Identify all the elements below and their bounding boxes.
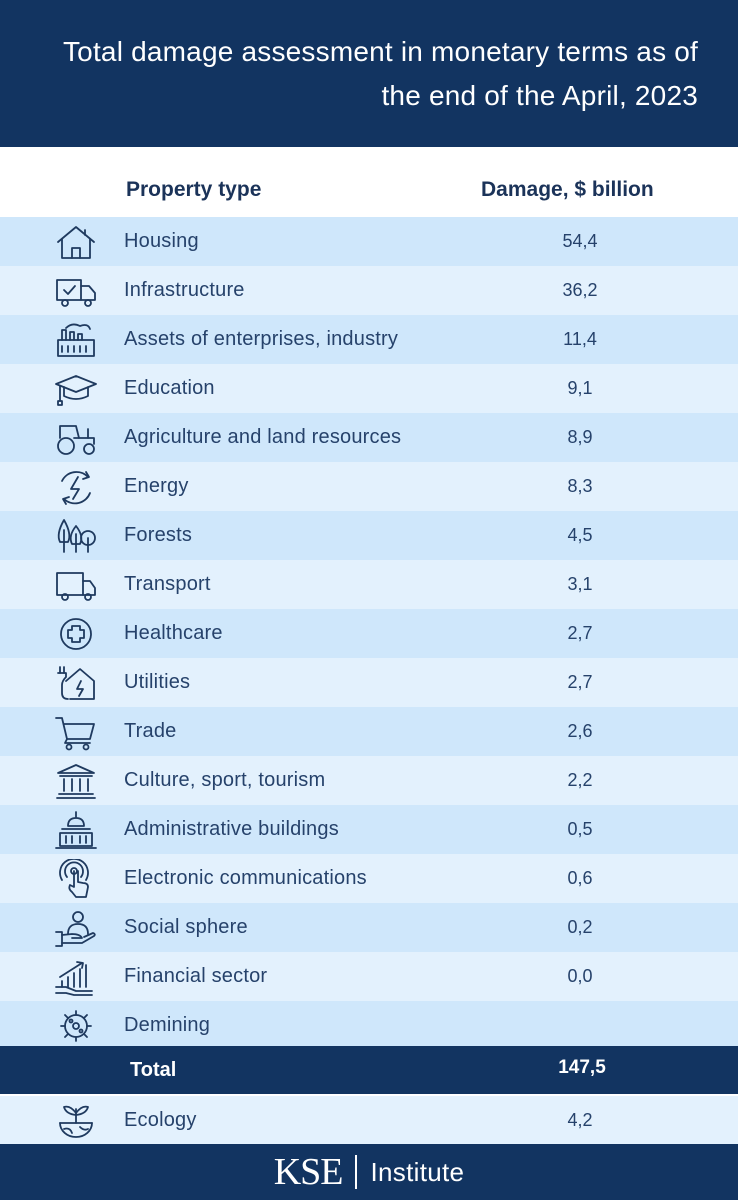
logo-divider [354,1155,357,1189]
touch-signal-icon [52,857,100,899]
table-row: Financial sector 0,0 [0,952,738,1001]
table-row: Social sphere 0,2 [0,903,738,952]
row-value: 2,7 [567,623,593,643]
row-label: Assets of enterprises, industry [124,328,399,350]
row-value: 0,5 [567,819,593,839]
table-row: Healthcare 2,7 [0,609,738,658]
hand-person-icon [52,908,100,948]
row-value: 0,0 [567,966,593,986]
table-row: Infrastructure 36,2 [0,266,738,315]
row-label: Financial sector [124,965,268,987]
row-label: Utilities [124,671,191,693]
row-label: Demining [124,1014,211,1036]
row-value: 8,3 [567,476,593,496]
table-row: Trade 2,6 [0,707,738,756]
museum-icon [52,761,100,801]
row-value: 11,4 [563,329,597,349]
medical-cross-icon [52,614,100,654]
damage-table: Housing 54,4 Infrastructure 36,2 Assets of e… [0,217,738,1050]
row-label: Ecology [124,1109,197,1131]
table-row: Demining [0,1001,738,1050]
row-label: Healthcare [124,622,223,644]
row-value: 3,1 [567,574,593,594]
trees-icon [52,516,100,556]
delivery-truck-icon [52,271,100,311]
row-value: 36,2 [562,280,598,300]
table-row: Transport 3,1 [0,560,738,609]
row-value: 0,2 [567,917,593,937]
row-value: 2,7 [567,672,593,692]
row-label: Forests [124,524,193,546]
table-row: Utilities 2,7 [0,658,738,707]
row-value: 2,6 [567,721,593,741]
logo-kse: KSE [273,1151,344,1193]
row-value: 4,5 [567,525,593,545]
house-icon [52,222,100,262]
row-label: Education [124,377,215,399]
row-label: Transport [124,573,211,595]
row-label: Electronic communications [124,867,367,889]
table-row: Assets of enterprises, industry 11,4 [0,315,738,364]
row-value: 4,2 [567,1110,593,1130]
footer-logo: KSE Institute [0,1144,738,1200]
table-row: Housing 54,4 [0,217,738,266]
row-value: 0,6 [567,868,593,888]
house-plug-icon [52,663,100,703]
graduation-cap-icon [52,369,100,409]
row-label: Agriculture and land resources [124,426,402,448]
row-label: Energy [124,475,189,497]
table-row: Electronic communications 0,6 [0,854,738,903]
plant-globe-icon [52,1101,100,1141]
capitol-icon [52,810,100,850]
row-label: Infrastructure [124,279,245,301]
page-title: Total damage assessment in monetary term… [62,35,698,111]
tractor-icon [52,418,100,458]
table-row: Agriculture and land resources 8,9 [0,413,738,462]
table-row: Forests 4,5 [0,511,738,560]
mine-icon [52,1006,100,1046]
row-label: Social sphere [124,916,248,938]
shopping-cart-icon [52,712,100,752]
ecology-row: Ecology 4,2 [0,1096,738,1144]
row-value: 9,1 [567,378,593,398]
row-label: Culture, sport, tourism [124,769,326,791]
row-value: 54,4 [562,231,598,251]
table-row: Culture, sport, tourism 2,2 [0,756,738,805]
table-row: Administrative buildings 0,5 [0,805,738,854]
column-header-damage: Damage, $ billion [481,178,654,201]
truck-icon [52,565,100,605]
energy-bolt-icon [52,467,100,507]
finance-growth-icon [52,957,100,997]
row-label: Housing [124,230,199,252]
total-value: 147,5 [558,1057,606,1078]
header-banner: Total damage assessment in monetary term… [0,0,738,147]
total-row: Total 147,5 [0,1046,738,1094]
row-label: Administrative buildings [124,818,339,840]
table-row: Education 9,1 [0,364,738,413]
total-label: Total [130,1059,177,1081]
factory-icon [52,320,100,360]
row-value: 2,2 [567,770,593,790]
column-header-property-type: Property type [126,178,262,201]
logo-institute: Institute [370,1156,465,1187]
row-label: Trade [124,720,177,742]
table-row: Energy 8,3 [0,462,738,511]
row-value: 8,9 [567,427,593,447]
